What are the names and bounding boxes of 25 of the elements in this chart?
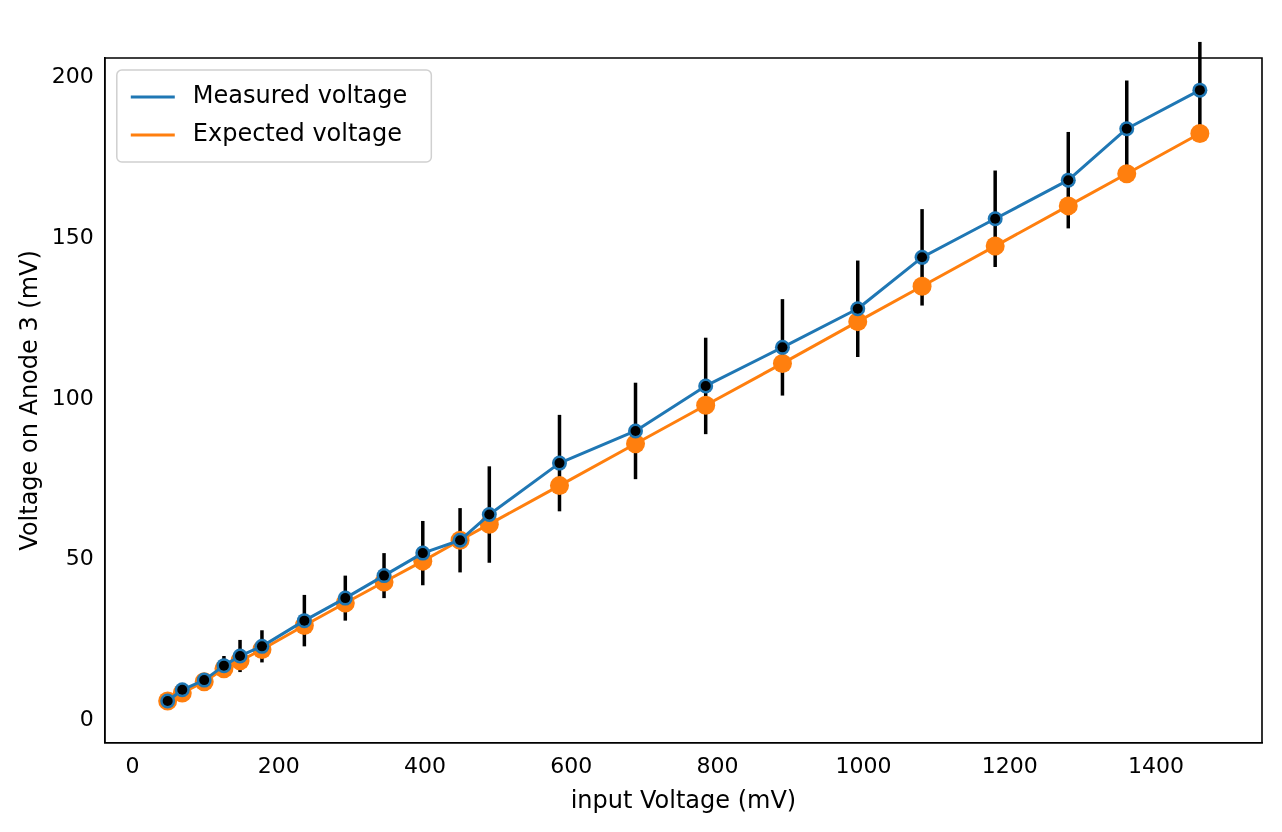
y-tick-label: 0 — [79, 706, 94, 732]
legend-label: Measured voltage — [192, 81, 408, 110]
point — [912, 276, 932, 296]
x-tick-label: 1400 — [1128, 752, 1184, 778]
y-tick-label: 100 — [51, 384, 94, 410]
point — [1058, 196, 1078, 216]
y-axis-title: Voltage on Anode 3 (mV) — [14, 250, 43, 551]
x-tick-label: 400 — [403, 752, 446, 778]
point — [1190, 124, 1210, 144]
point — [985, 236, 1005, 256]
x-tick-label: 200 — [257, 752, 300, 778]
legend-label: Expected voltage — [192, 119, 403, 148]
point — [696, 395, 716, 415]
x-tick-label: 0 — [125, 752, 140, 778]
x-tick-label: 1200 — [981, 752, 1038, 778]
x-axis-title: input Voltage (mV) — [570, 785, 797, 814]
y-tick-label: 50 — [65, 545, 94, 571]
point — [549, 476, 569, 496]
point — [772, 353, 792, 373]
x-tick-label: 1000 — [835, 752, 892, 778]
point — [1117, 164, 1137, 184]
x-tick-label: 800 — [696, 752, 739, 778]
y-tick-label: 200 — [51, 63, 94, 89]
x-tick-label: 600 — [550, 752, 593, 778]
y-tick-label: 150 — [51, 223, 94, 249]
